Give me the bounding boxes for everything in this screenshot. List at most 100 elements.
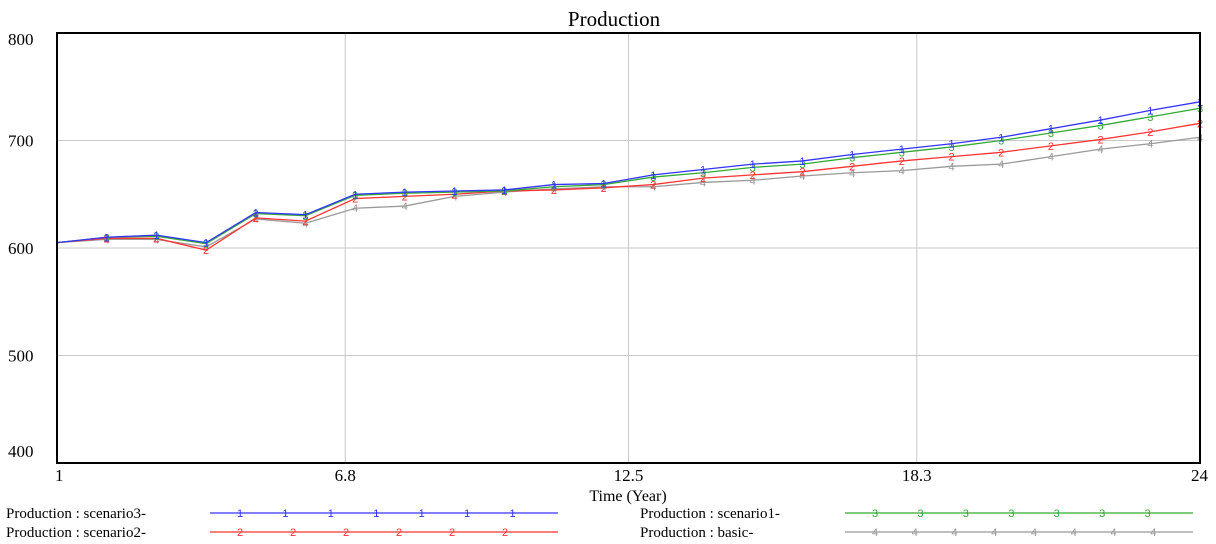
series-marker-1: 1 bbox=[153, 230, 159, 242]
series-marker-1: 1 bbox=[352, 189, 358, 201]
legend-marker: 4 bbox=[872, 527, 878, 539]
series-marker-4: 4 bbox=[948, 161, 954, 173]
series-marker-3: 3 bbox=[998, 136, 1004, 148]
legend-marker: 4 bbox=[1110, 527, 1116, 539]
y-tick-label: 700 bbox=[8, 132, 34, 151]
series-marker-2: 2 bbox=[650, 180, 656, 192]
legend-marker: 2 bbox=[343, 527, 349, 539]
chart-title: Production bbox=[568, 7, 661, 31]
series-marker-4: 4 bbox=[203, 242, 209, 254]
series-marker-3: 3 bbox=[1147, 112, 1153, 124]
legend-marker: 3 bbox=[917, 508, 923, 520]
series-marker-3: 3 bbox=[104, 232, 110, 244]
legend-marker: 4 bbox=[1031, 527, 1037, 539]
series-marker-1: 1 bbox=[253, 208, 259, 220]
legend-marker: 3 bbox=[1099, 508, 1105, 520]
legend-marker: 2 bbox=[237, 527, 243, 539]
series-marker-3: 3 bbox=[899, 147, 905, 159]
series-marker-3: 3 bbox=[750, 162, 756, 174]
series-marker-3: 3 bbox=[253, 209, 259, 221]
series-marker-2: 2 bbox=[849, 161, 855, 173]
legend-label: Production : scenario1- bbox=[640, 506, 780, 522]
legend-label: Production : basic- bbox=[640, 525, 753, 541]
series-marker-2: 2 bbox=[452, 189, 458, 201]
series-marker-4: 4 bbox=[1048, 152, 1054, 164]
series-marker-1: 1 bbox=[203, 238, 209, 250]
series-marker-1: 1 bbox=[799, 156, 805, 168]
legend-marker: 2 bbox=[502, 527, 508, 539]
legend-label: Production : scenario2- bbox=[6, 525, 146, 541]
series-marker-1: 1 bbox=[402, 187, 408, 199]
legend-marker: 4 bbox=[912, 527, 918, 539]
series-marker-2: 2 bbox=[799, 167, 805, 179]
legend-marker: 3 bbox=[1008, 508, 1014, 520]
legend-marker: 3 bbox=[963, 508, 969, 520]
legend-marker: 1 bbox=[419, 508, 425, 520]
series-marker-1: 1 bbox=[452, 186, 458, 198]
series-line-1 bbox=[56, 101, 1201, 244]
series-marker-1: 1 bbox=[104, 232, 110, 244]
series-marker-4: 4 bbox=[501, 187, 507, 199]
legend-marker: 1 bbox=[328, 508, 334, 520]
series-marker-3: 3 bbox=[501, 186, 507, 198]
series-marker-4: 4 bbox=[153, 234, 159, 246]
x-tick-label: 12.5 bbox=[614, 466, 644, 485]
series-marker-2: 2 bbox=[899, 156, 905, 168]
grid-lines bbox=[57, 33, 1200, 463]
series-marker-2: 2 bbox=[501, 186, 507, 198]
series-marker-4: 4 bbox=[253, 214, 259, 226]
series-marker-4: 4 bbox=[700, 177, 706, 189]
x-tick-label: 1 bbox=[55, 466, 64, 485]
plot-frame bbox=[56, 32, 1201, 464]
legend-marker: 1 bbox=[464, 508, 470, 520]
series-marker-3: 3 bbox=[700, 168, 706, 180]
series-lines: 4 444 44 44 4 4 4 4 4 4 4 4 4 4 444 442 222 22 2 2 2 2 2 22 2 2 2 2… bbox=[56, 97, 1203, 257]
series-line-2 bbox=[56, 122, 1201, 251]
series-marker-4: 4 bbox=[849, 168, 855, 180]
y-tick-label: 400 bbox=[8, 442, 34, 461]
series-marker-3: 3 bbox=[452, 187, 458, 199]
legend-marker: 4 bbox=[951, 527, 957, 539]
series-marker-3: 3 bbox=[1048, 128, 1054, 140]
legend-marker: 3 bbox=[1054, 508, 1060, 520]
series-marker-2: 2 bbox=[104, 233, 110, 245]
series-marker-2: 2 bbox=[750, 170, 756, 182]
legend-marker: 2 bbox=[396, 527, 402, 539]
series-marker-1: 1 bbox=[650, 170, 656, 182]
series-marker-2: 2 bbox=[1147, 127, 1153, 139]
series-marker-4: 4 bbox=[302, 218, 308, 230]
series-marker-2: 2 bbox=[551, 185, 557, 197]
legend-marker: 1 bbox=[282, 508, 288, 520]
series-marker-3: 3 bbox=[302, 211, 308, 223]
series-marker-1: 1 bbox=[750, 159, 756, 171]
legend: Production : scenario3- 1 1 1 1 1 1 1 Production… bbox=[6, 506, 1193, 541]
x-tick-label: 18.3 bbox=[902, 466, 932, 485]
series-marker-1: 1 bbox=[601, 179, 607, 191]
series-marker-2: 2 bbox=[153, 233, 159, 245]
y-tick-label: 600 bbox=[8, 239, 34, 258]
legend-marker: 1 bbox=[237, 508, 243, 520]
series-marker-3: 3 bbox=[1098, 120, 1104, 132]
series-marker-4: 4 bbox=[104, 234, 110, 246]
series-marker-4: 4 bbox=[1098, 144, 1104, 156]
series-marker-2: 2 bbox=[998, 147, 1004, 159]
series-marker-2: 2 bbox=[948, 152, 954, 164]
series-marker-1: 1 bbox=[302, 210, 308, 222]
legend-marker: 2 bbox=[290, 527, 296, 539]
series-marker-3: 3 bbox=[650, 172, 656, 184]
series-marker-4: 4 bbox=[799, 171, 805, 183]
series-marker-3: 3 bbox=[849, 153, 855, 165]
series-line-3 bbox=[56, 107, 1201, 245]
legend-marker: 3 bbox=[1145, 508, 1151, 520]
series-marker-4: 4 bbox=[899, 166, 905, 178]
x-tick-label: 6.8 bbox=[335, 466, 356, 485]
x-tick-label: 24 bbox=[1191, 466, 1209, 485]
series-marker-4: 4 bbox=[998, 159, 1004, 171]
series-marker-2: 2 bbox=[352, 194, 358, 206]
series-marker-1: 1 bbox=[700, 165, 706, 177]
series-marker-4: 4 bbox=[750, 175, 756, 187]
series-marker-4: 4 bbox=[352, 203, 358, 215]
series-marker-2: 2 bbox=[203, 245, 209, 257]
